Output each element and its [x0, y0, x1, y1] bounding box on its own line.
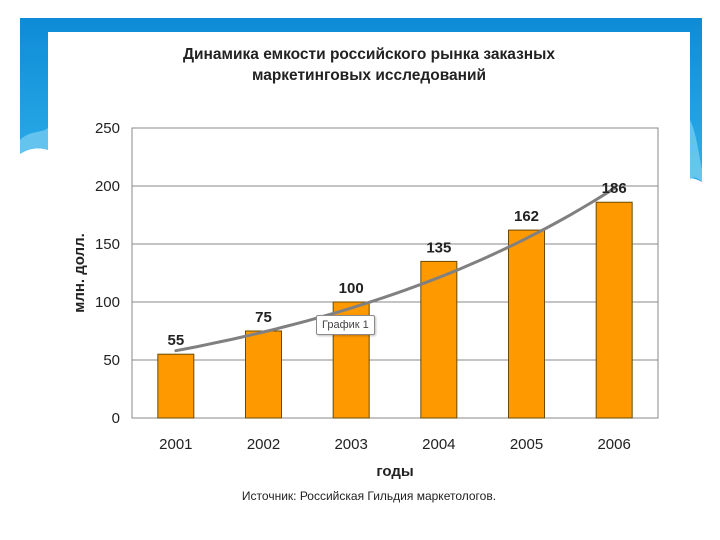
bar: [508, 229, 545, 419]
x-tick-label: 2004: [422, 436, 455, 453]
data-label: 55: [167, 332, 184, 349]
chart-title: Динамика емкости российского рынка заказ…: [48, 44, 690, 86]
bar: [595, 201, 633, 419]
bar: [420, 260, 458, 419]
chart-card: [48, 32, 690, 540]
x-axis-ticks: 2001 2002 2003 2004 2005 2006: [159, 436, 631, 453]
data-labels: 55 75 100 135 162 186: [167, 180, 626, 349]
y-tick-label: 250: [95, 120, 120, 137]
bar: [157, 353, 195, 419]
trendline: [174, 186, 616, 353]
data-label: 75: [255, 309, 272, 326]
y-axis-ticks: 0 50 100 150 200 250: [95, 120, 120, 427]
frame-wave-right: [690, 120, 702, 182]
data-label: 162: [514, 208, 539, 225]
trendline-group: [174, 186, 616, 353]
bar: [245, 330, 282, 419]
x-tick-label: 2001: [159, 436, 192, 453]
x-tick-label: 2005: [510, 436, 543, 453]
chart-title-line-1: Динамика емкости российского рынка заказ…: [182, 46, 556, 63]
data-label: 135: [426, 239, 451, 256]
gridlines: [132, 185, 658, 361]
bars: [157, 201, 633, 419]
frame-wave-left: [20, 128, 48, 154]
x-tick-label: 2003: [334, 436, 367, 453]
x-tick-label: 2002: [247, 436, 280, 453]
plot-area-border: [131, 127, 659, 419]
data-label: 186: [602, 180, 627, 197]
source-note: Источник: Российская Гильдия маркетолого…: [241, 489, 497, 503]
y-tick-label: 150: [95, 236, 120, 253]
chart-tooltip: График 1: [316, 315, 375, 335]
x-axis-label: годы: [376, 463, 413, 480]
y-tick-label: 200: [95, 178, 120, 195]
y-axis-label: млн. долл.: [71, 233, 88, 313]
data-label: 100: [339, 280, 364, 297]
y-tick-label: 0: [112, 410, 120, 427]
y-tick-label: 50: [103, 352, 120, 369]
x-tick-label: 2006: [597, 436, 630, 453]
chart-title-line-2: маркетинговых исследований: [251, 67, 487, 84]
y-tick-label: 100: [95, 294, 120, 311]
